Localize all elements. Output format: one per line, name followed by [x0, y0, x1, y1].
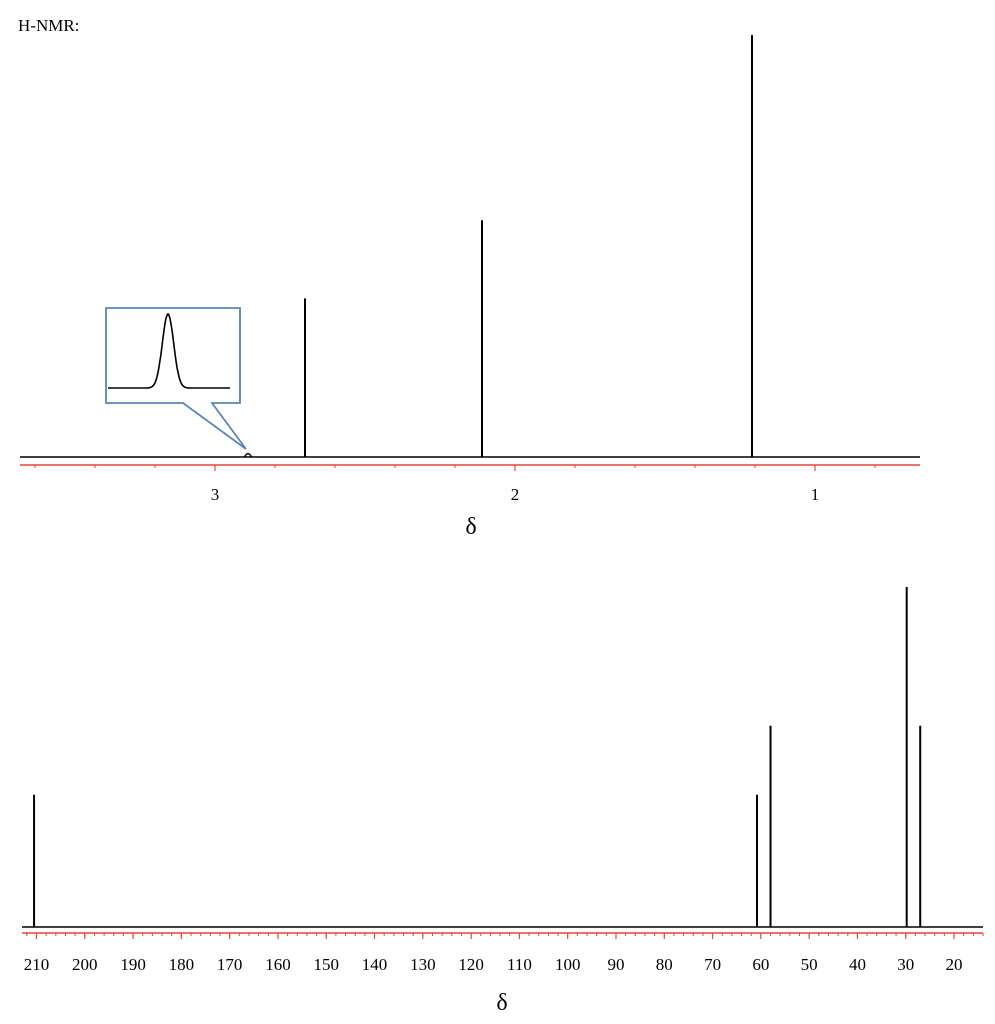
tick-label: 70	[704, 955, 721, 974]
tick-label: 130	[410, 955, 436, 974]
tick-label: 1	[811, 485, 820, 504]
inset-callout-box	[105, 307, 247, 450]
tick-label: 120	[458, 955, 484, 974]
tick-label: 140	[362, 955, 388, 974]
page-title: H-NMR:	[18, 16, 80, 35]
tick-label: 80	[656, 955, 673, 974]
tick-label: 200	[72, 955, 98, 974]
tick-label: 40	[849, 955, 866, 974]
peak-0	[243, 452, 253, 458]
x-axis-title: δ	[496, 990, 507, 1016]
tick-label: 60	[752, 955, 769, 974]
x-axis-title: δ	[465, 514, 476, 540]
inset-magnified-peak	[105, 307, 247, 450]
tick-label: 2	[511, 485, 520, 504]
tick-label: 190	[120, 955, 146, 974]
tick-label: 100	[555, 955, 581, 974]
tick-label: 180	[169, 955, 195, 974]
h-nmr-spectrum: 3 2 1 δ	[20, 35, 920, 540]
tick-label: 90	[607, 955, 624, 974]
tick-label: 50	[801, 955, 818, 974]
tick-label: 3	[211, 485, 220, 504]
tick-label: 150	[313, 955, 339, 974]
tick-label: 160	[265, 955, 291, 974]
tick-label: 20	[946, 955, 963, 974]
tick-label: 170	[217, 955, 243, 974]
inset-peak-trace	[108, 312, 230, 389]
tick-label: 30	[897, 955, 914, 974]
tick-label: 110	[507, 955, 532, 974]
tick-label: 210	[24, 955, 50, 974]
c-nmr-spectrum: 210 200 190 180 170 160 150 140 130 120 110 100 90 80…	[22, 587, 984, 1016]
